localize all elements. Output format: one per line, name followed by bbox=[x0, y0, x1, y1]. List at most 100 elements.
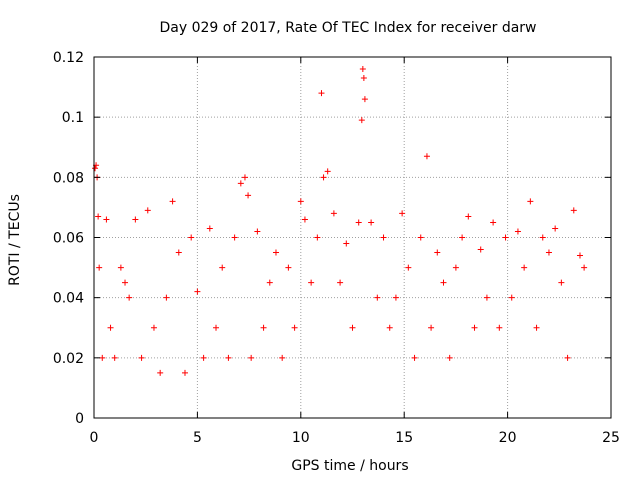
data-point bbox=[417, 234, 424, 241]
data-point bbox=[452, 264, 459, 271]
data-point bbox=[291, 324, 298, 331]
data-point bbox=[103, 216, 110, 223]
x-tick-label: 10 bbox=[292, 430, 310, 446]
data-point bbox=[514, 228, 521, 235]
data-point bbox=[361, 96, 368, 103]
x-tick-label: 5 bbox=[193, 430, 202, 446]
x-tick-label: 0 bbox=[90, 430, 99, 446]
data-point bbox=[163, 294, 170, 301]
data-point bbox=[157, 369, 164, 376]
data-point bbox=[122, 279, 129, 286]
data-point bbox=[314, 234, 321, 241]
y-tick-label: 0 bbox=[75, 411, 84, 427]
data-point bbox=[539, 234, 546, 241]
y-tick-label: 0.1 bbox=[62, 110, 84, 126]
data-point bbox=[99, 354, 106, 361]
x-tick-label: 20 bbox=[499, 430, 517, 446]
data-point bbox=[92, 165, 99, 172]
data-point bbox=[355, 219, 362, 226]
data-point bbox=[386, 324, 393, 331]
data-point bbox=[545, 249, 552, 256]
data-point bbox=[471, 324, 478, 331]
x-axis-label: GPS time / hours bbox=[291, 458, 408, 474]
data-point bbox=[324, 168, 331, 175]
data-point bbox=[446, 354, 453, 361]
data-point bbox=[374, 294, 381, 301]
data-point bbox=[423, 153, 430, 160]
data-point bbox=[144, 207, 151, 214]
data-point bbox=[337, 279, 344, 286]
data-point bbox=[241, 174, 248, 181]
data-point bbox=[169, 198, 176, 205]
data-point bbox=[150, 324, 157, 331]
data-point bbox=[434, 249, 441, 256]
data-point bbox=[181, 369, 188, 376]
data-point bbox=[368, 219, 375, 226]
data-point bbox=[581, 264, 588, 271]
data-point bbox=[576, 252, 583, 259]
data-point bbox=[521, 264, 528, 271]
data-point bbox=[308, 279, 315, 286]
data-point bbox=[483, 294, 490, 301]
data-point bbox=[188, 234, 195, 241]
y-tick-label: 0.04 bbox=[53, 291, 84, 307]
data-point bbox=[411, 354, 418, 361]
data-point bbox=[380, 234, 387, 241]
x-tick-labels: 0 5 10 15 20 25 bbox=[90, 430, 620, 446]
data-point bbox=[206, 225, 213, 232]
data-point bbox=[465, 213, 472, 220]
data-point bbox=[266, 279, 273, 286]
data-point bbox=[318, 90, 325, 97]
data-point bbox=[399, 210, 406, 217]
data-point bbox=[225, 354, 232, 361]
data-point bbox=[405, 264, 412, 271]
data-point bbox=[330, 210, 337, 217]
data-point bbox=[248, 354, 255, 361]
data-point bbox=[564, 354, 571, 361]
x-tick-label: 15 bbox=[395, 430, 413, 446]
data-points bbox=[92, 66, 588, 376]
data-point bbox=[570, 207, 577, 214]
data-point bbox=[459, 234, 466, 241]
data-point bbox=[360, 75, 367, 82]
chart-title: Day 029 of 2017, Rate Of TEC Index for r… bbox=[159, 20, 536, 36]
data-point bbox=[245, 192, 252, 199]
data-point bbox=[138, 354, 145, 361]
y-tick-label: 0.02 bbox=[53, 351, 84, 367]
data-point bbox=[117, 264, 124, 271]
y-tick-labels: 0 0.02 0.04 0.06 0.08 0.1 0.12 bbox=[53, 50, 84, 427]
data-point bbox=[237, 180, 244, 187]
data-point bbox=[95, 213, 102, 220]
y-tick-label: 0.06 bbox=[53, 231, 84, 247]
data-point bbox=[490, 219, 497, 226]
data-point bbox=[126, 294, 133, 301]
data-point bbox=[231, 234, 238, 241]
y-tick-label: 0.12 bbox=[53, 50, 84, 66]
data-point bbox=[392, 294, 399, 301]
data-point bbox=[358, 117, 365, 124]
data-point bbox=[213, 324, 220, 331]
data-point bbox=[200, 354, 207, 361]
data-point bbox=[260, 324, 267, 331]
grid-lines bbox=[94, 57, 611, 418]
data-point bbox=[107, 324, 114, 331]
data-point bbox=[301, 216, 308, 223]
data-point bbox=[508, 294, 515, 301]
data-point bbox=[111, 354, 118, 361]
axis-ticks bbox=[93, 56, 612, 419]
data-point bbox=[477, 246, 484, 253]
data-point bbox=[428, 324, 435, 331]
data-point bbox=[132, 216, 139, 223]
data-point bbox=[558, 279, 565, 286]
data-point bbox=[552, 225, 559, 232]
data-point bbox=[297, 198, 304, 205]
data-point bbox=[502, 234, 509, 241]
data-point bbox=[219, 264, 226, 271]
data-point bbox=[194, 288, 201, 295]
data-point bbox=[279, 354, 286, 361]
data-point bbox=[440, 279, 447, 286]
data-point bbox=[527, 198, 534, 205]
data-point bbox=[496, 324, 503, 331]
